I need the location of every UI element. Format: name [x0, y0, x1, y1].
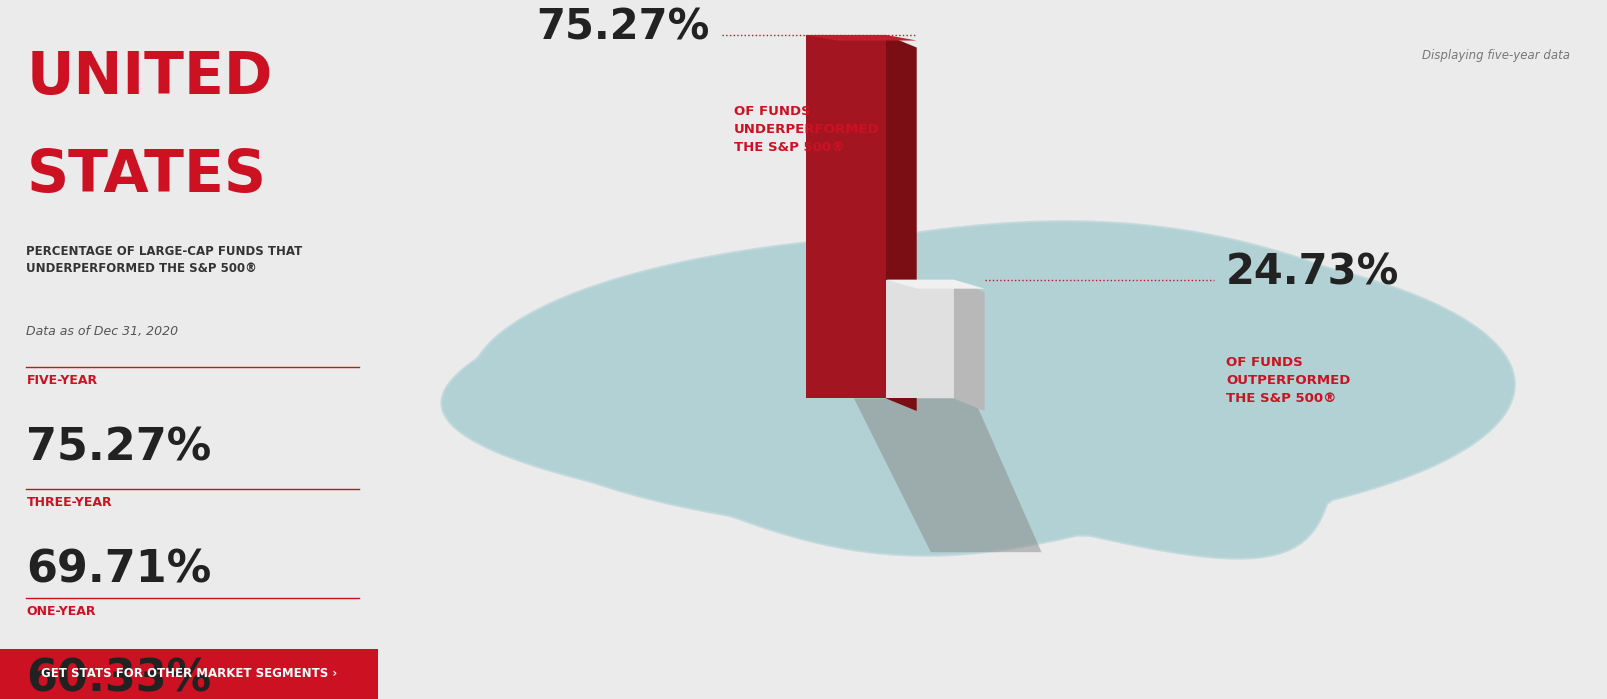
Text: PERCENTAGE OF LARGE-CAP FUNDS THAT
UNDERPERFORMED THE S&P 500®: PERCENTAGE OF LARGE-CAP FUNDS THAT UNDER…	[26, 245, 302, 275]
Text: OF FUNDS
UNDERPERFORMED
THE S&P 500®: OF FUNDS UNDERPERFORMED THE S&P 500®	[734, 105, 879, 154]
Text: ONE-YEAR: ONE-YEAR	[26, 605, 96, 618]
Text: UNITED: UNITED	[26, 49, 273, 106]
Polygon shape	[442, 222, 1515, 559]
Polygon shape	[807, 35, 885, 398]
Text: Data as of Dec 31, 2020: Data as of Dec 31, 2020	[26, 325, 178, 338]
Polygon shape	[887, 280, 985, 289]
Text: OF FUNDS
OUTPERFORMED
THE S&P 500®: OF FUNDS OUTPERFORMED THE S&P 500®	[1226, 356, 1350, 405]
Text: 69.71%: 69.71%	[26, 549, 212, 592]
Text: 75.27%: 75.27%	[26, 426, 212, 470]
Text: GET STATS FOR OTHER MARKET SEGMENTS ›: GET STATS FOR OTHER MARKET SEGMENTS ›	[40, 668, 337, 680]
Text: FIVE-YEAR: FIVE-YEAR	[26, 374, 98, 387]
Text: Displaying five-year data: Displaying five-year data	[1422, 49, 1570, 62]
Text: 60.33%: 60.33%	[26, 657, 212, 699]
Text: THREE-YEAR: THREE-YEAR	[26, 496, 112, 510]
Text: 24.73%: 24.73%	[1226, 252, 1400, 294]
Polygon shape	[807, 35, 916, 41]
Text: STATES: STATES	[26, 147, 267, 204]
Text: 75.27%: 75.27%	[537, 7, 710, 49]
Polygon shape	[887, 280, 955, 398]
FancyBboxPatch shape	[0, 649, 378, 699]
Polygon shape	[885, 35, 916, 411]
PathPatch shape	[853, 398, 1041, 552]
Polygon shape	[955, 280, 985, 411]
